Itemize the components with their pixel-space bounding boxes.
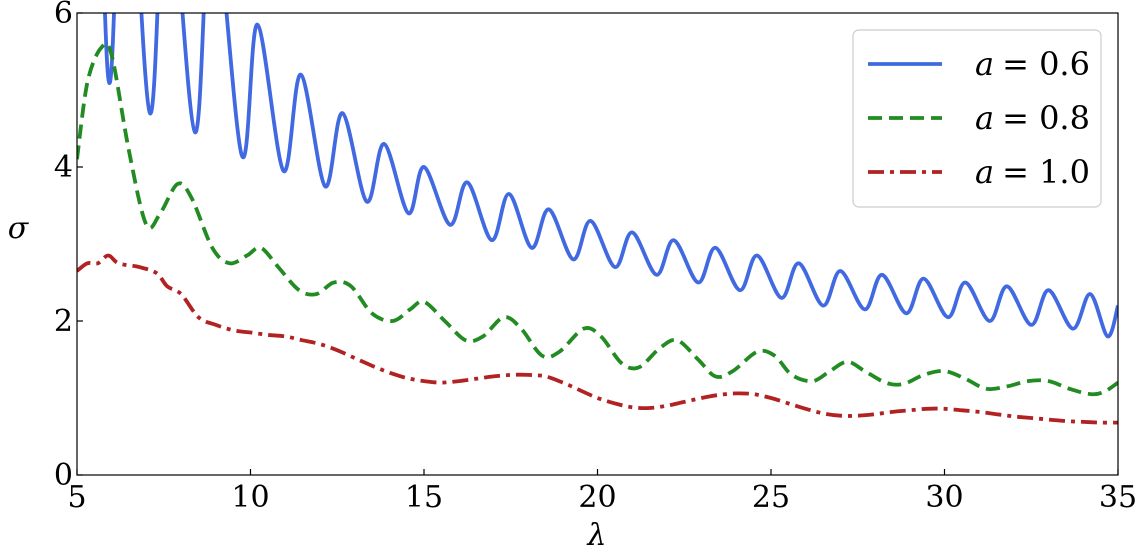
series-line-1 [77, 41, 1118, 397]
series-line-0 [103, 13, 1118, 339]
legend-label-1: a = 0.8 [975, 99, 1090, 137]
legend-label-2: a = 1.0 [975, 153, 1090, 191]
x-tick-label: 20 [578, 480, 616, 515]
legend-label-0: a = 0.6 [975, 45, 1090, 83]
x-tick-label: 10 [231, 480, 269, 515]
series-line-2 [77, 253, 1118, 425]
x-tick-label: 25 [752, 480, 790, 515]
tick-layer: 5 10 15 20 25 30 35 0 2 4 6 [54, 0, 1137, 515]
x-tick-label: 5 [67, 480, 86, 515]
x-tick-label: 35 [1099, 480, 1137, 515]
legend-box [852, 29, 1102, 208]
y-tick-label: 0 [54, 458, 73, 493]
y-tick-label: 6 [54, 0, 73, 31]
series-layer [77, 13, 1118, 425]
x-tick-label: 15 [405, 480, 443, 515]
y-tick-label: 4 [54, 150, 73, 185]
legend: a = 0.6 a = 0.8 a = 1.0 [852, 29, 1102, 208]
x-tick-label: 30 [925, 480, 963, 515]
y-axis-label: σ [8, 211, 30, 246]
y-tick-label: 2 [54, 304, 73, 339]
x-axis-label: λ [586, 518, 606, 553]
